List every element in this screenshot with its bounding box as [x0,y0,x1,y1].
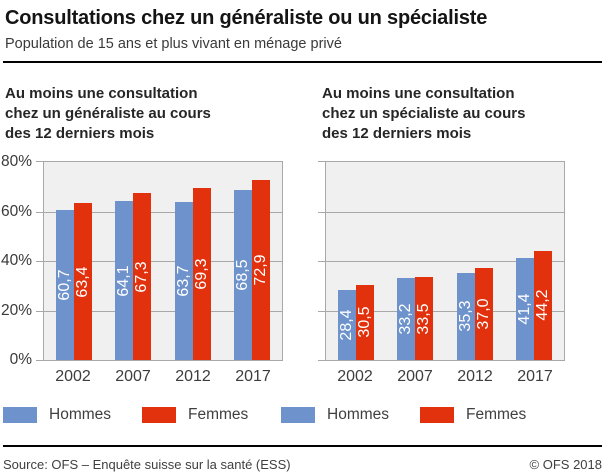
y-tick-mark-40 [318,261,326,262]
y-tick-mark-80 [318,161,326,162]
legend-item-femmes-3: Femmes [420,406,559,424]
bar-group-2017: 41,4 44,2 [516,162,553,360]
gridline-60 [326,211,564,213]
bar-femmes-2012: 69,3 [192,188,211,360]
bar-group-2002: 60,7 63,4 [55,162,92,360]
bar-femmes-2007: 67,3 [133,193,152,360]
bar-hommes-2002: 28,4 [337,289,356,360]
bar-group-2017: 68,5 72,9 [234,162,271,360]
bar-value-label: 68,5 [234,259,252,291]
bar-femmes-2012: 37,0 [474,268,493,360]
bar-group-2007: 33,2 33,5 [397,162,434,360]
bar-value-label: 72,9 [252,254,270,286]
bar-group-2002: 28,4 30,5 [337,162,374,360]
y-tick-label-20: 20% [0,301,32,319]
legend-label: Femmes [466,406,527,423]
bar-value-label: 33,2 [397,303,415,335]
gridline-60 [44,211,282,213]
bars-container: 28,4 30,5 33,2 33,5 35,3 37,0 41,4 44,2 [326,162,564,360]
bar-femmes-2017: 72,9 [252,179,271,360]
gridline-40 [44,261,282,262]
footer-divider [3,445,602,447]
bar-hommes-2007: 64,1 [115,201,134,360]
legend: Hommes Femmes Hommes Femmes [3,406,559,424]
bar-value-label: 37,0 [474,298,492,330]
bar-group-2007: 64,1 67,3 [115,162,152,360]
bar-value-label: 67,3 [133,261,151,293]
bar-value-label: 60,7 [55,269,73,301]
chart-specialiste: Au moins une consultation chez un spécia… [318,84,565,385]
y-tick-mark-60 [36,211,44,213]
x-axis-label-2017: 2017 [517,368,553,385]
x-axis-label-2002: 2002 [55,368,91,385]
x-axis-label-2007: 2007 [115,368,151,385]
y-tick-label-40: 40% [0,252,32,269]
y-tick-label-0: 0% [9,351,32,368]
gridline-40 [326,261,564,262]
bar-value-label: 63,4 [73,265,91,298]
y-tick-mark-0 [36,360,44,361]
gridline-20 [44,310,282,312]
bar-hommes-2012: 63,7 [174,202,193,360]
x-axis-label-2012: 2012 [175,368,211,385]
bar-value-label: 28,4 [337,309,355,341]
legend-label: Femmes [188,406,249,423]
x-axis-label-2017: 2017 [235,368,271,385]
bar-group-2012: 63,7 69,3 [174,162,211,360]
chart-generaliste-x-axis: 2002 2007 2012 2017 [43,368,283,386]
legend-swatch-hommes [281,407,315,423]
x-axis-label-2002: 2002 [337,368,373,385]
chart-generaliste: Au moins une consultation chez un généra… [1,84,285,385]
chart-specialiste-x-axis: 2002 2007 2012 2017 [325,368,565,386]
bar-femmes-2002: 63,4 [73,203,92,360]
y-tick-mark-60 [318,211,326,213]
legend-swatch-femmes [420,407,454,423]
y-tick-mark-0 [318,360,326,361]
bar-value-label: 44,2 [534,289,552,321]
bar-hommes-2002: 60,7 [55,209,74,360]
chart-specialiste-heading: Au moins une consultation chez un spécia… [322,85,526,142]
bar-hommes-2017: 41,4 [516,257,535,360]
bar-group-2012: 35,3 37,0 [456,162,493,360]
bar-value-label: 33,5 [415,302,433,335]
y-tick-label-60: 60% [0,202,32,220]
copyright-note: © OFS 2018 [529,457,602,472]
bars-container: 60,7 63,4 64,1 67,3 63,7 69,3 68,5 72,9 [44,162,282,360]
chart-generaliste-plot-area: 0% 20% 40% 60% 80% 60,7 63,4 64,1 67,3 63,7 69,3 68… [1,153,283,368]
legend-swatch-hommes [3,407,37,423]
chart-generaliste-heading: Au moins une consultation chez un généra… [5,85,211,142]
header-divider [3,61,602,63]
y-tick-mark-80 [36,161,44,162]
legend-item-hommes-2: Hommes [281,406,420,424]
source-note: Source: OFS – Enquête suisse sur la sant… [3,457,291,472]
page-subtitle: Population de 15 ans et plus vivant en m… [5,36,342,52]
bar-femmes-2002: 30,5 [355,284,374,360]
legend-swatch-femmes [142,407,176,423]
bar-value-label: 63,7 [174,265,192,297]
y-tick-mark-20 [318,310,326,312]
bar-femmes-2017: 44,2 [534,250,553,360]
bar-hommes-2012: 35,3 [456,272,475,360]
page-title: Consultations chez un généraliste ou un … [5,7,488,29]
y-tick-mark-20 [36,310,44,312]
bar-hommes-2017: 68,5 [234,190,253,360]
gridline-20 [326,310,564,312]
bar-hommes-2007: 33,2 [397,277,416,360]
bar-value-label: 64,1 [115,265,133,297]
bar-femmes-2007: 33,5 [415,277,434,360]
bar-value-label: 41,4 [516,293,534,325]
y-tick-mark-40 [36,261,44,262]
chart-specialiste-plot-area: 28,4 30,5 33,2 33,5 35,3 37,0 41,4 44,2 [318,161,565,361]
legend-item-femmes-1: Femmes [142,406,281,424]
legend-label: Hommes [327,406,390,423]
y-tick-label-80: 80% [0,153,32,170]
bar-value-label: 69,3 [192,258,210,290]
x-axis-label-2012: 2012 [457,368,493,385]
x-axis-label-2007: 2007 [397,368,433,385]
bar-value-label: 35,3 [456,300,474,332]
legend-label: Hommes [49,406,112,423]
bar-value-label: 30,5 [355,306,373,338]
legend-item-hommes-0: Hommes [3,406,142,424]
